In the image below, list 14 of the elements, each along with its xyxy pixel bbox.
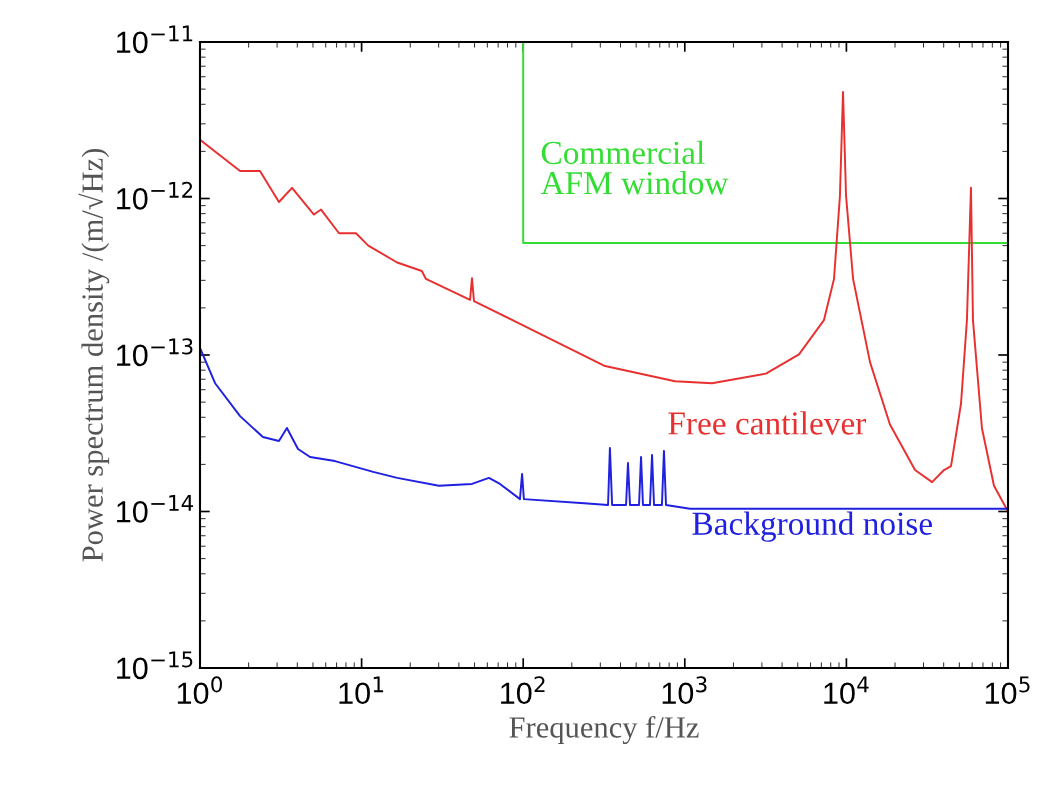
y-tick-label: 10$^{−11}$ [117,25,193,54]
y-tick-label: 10$^{−13}$ [117,338,193,367]
series-label: Free cantilever [668,411,867,435]
x-axis-title: Frequency f/Hz [509,715,699,745]
y-tick-label: 10$^{−14}$ [117,495,193,523]
x-tick-label: 10$^{4}$ [824,676,869,705]
series-label: Background noise [692,511,932,542]
x-tick-label: 10$^{2}$ [501,676,545,705]
series-label: Commercial AFM window [540,140,729,195]
x-tick-label: 10$^{1}$ [339,676,384,705]
x-tick-label: 10$^{3}$ [662,676,707,705]
x-tick-label: 10$^{5}$ [985,676,1030,705]
y-tick-label: 10$^{−12}$ [117,181,193,210]
y-axis-title: Power spectrum density /(m/√Hz) [78,148,110,562]
